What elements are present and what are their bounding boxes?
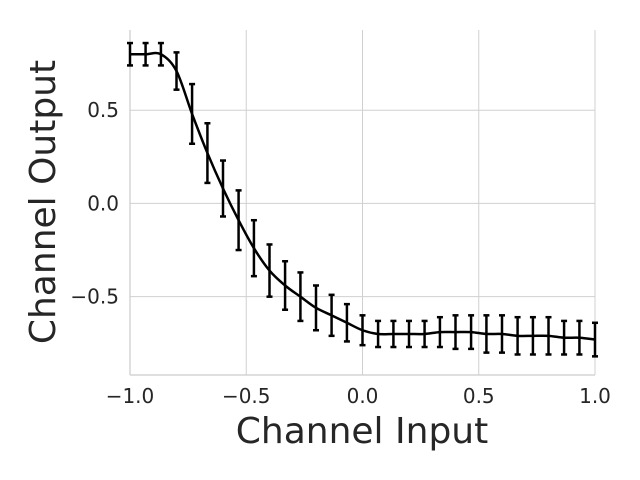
y-tick-label: 0.0: [87, 191, 119, 215]
grid: [129, 30, 596, 375]
y-tick-label: 0.5: [87, 98, 119, 122]
x-tick-labels: −1.0 −0.5 0.0 0.5 1.0: [106, 384, 611, 408]
y-axis-label: Channel Output: [23, 60, 64, 344]
series-line: [130, 51, 596, 341]
y-tick-label: −0.5: [70, 285, 119, 309]
x-tick-label: −0.5: [222, 384, 271, 408]
error-bars: [127, 41, 598, 358]
x-tick-label: 1.0: [579, 384, 611, 408]
x-tick-label: −1.0: [106, 384, 155, 408]
axes-spines: [129, 30, 595, 376]
y-tick-labels: −0.5 0.0 0.5: [70, 98, 119, 308]
x-tick-label: 0.0: [347, 384, 379, 408]
x-axis-label: Channel Input: [236, 411, 488, 452]
x-tick-label: 0.5: [463, 384, 495, 408]
